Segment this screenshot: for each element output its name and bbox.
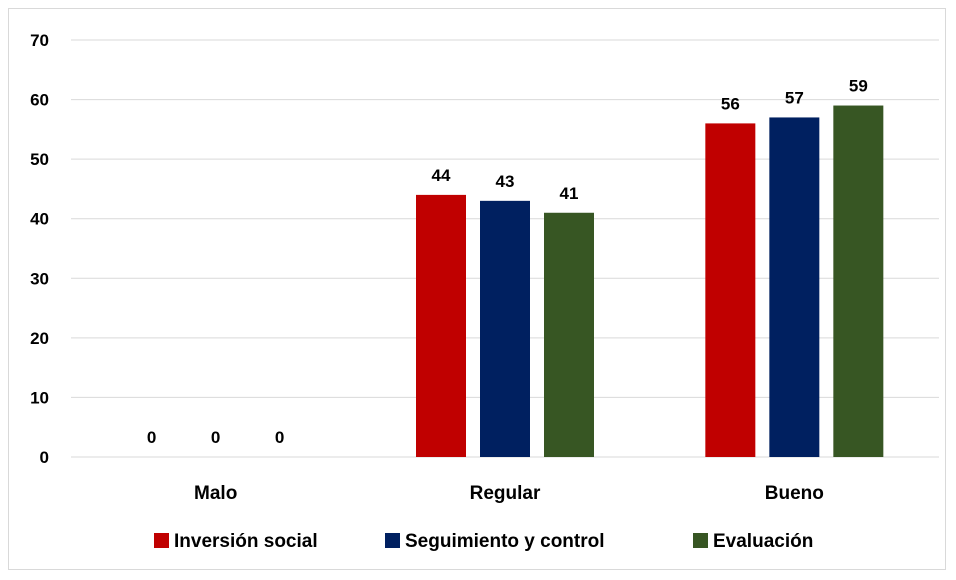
y-axis-ticks: 0 10 20 30 40 50 60 70 <box>30 31 49 467</box>
bar <box>705 123 756 458</box>
data-label: 43 <box>496 172 515 191</box>
y-tick-label: 20 <box>30 329 49 348</box>
bar <box>480 200 530 458</box>
legend-item: Inversión social <box>154 531 318 552</box>
bar <box>833 105 884 458</box>
data-label: 59 <box>849 77 868 96</box>
legend-label: Inversión social <box>174 531 318 552</box>
data-label: 0 <box>275 428 284 447</box>
data-label: 56 <box>721 94 740 113</box>
data-label: 44 <box>432 166 451 185</box>
y-tick-label: 10 <box>30 388 49 407</box>
y-tick-label: 50 <box>30 150 49 169</box>
legend-swatch <box>693 533 708 548</box>
data-labels: 0 0 0 44 43 41 56 57 59 <box>147 77 868 447</box>
bar <box>416 194 466 457</box>
legend-item: Seguimiento y control <box>385 531 605 552</box>
x-category-label: Regular <box>470 483 541 504</box>
y-tick-label: 0 <box>40 448 49 467</box>
data-label: 41 <box>560 184 579 203</box>
x-category-label: Bueno <box>765 483 824 504</box>
data-label: 0 <box>211 428 220 447</box>
bar-chart: 0 10 20 30 40 50 60 70 0 0 0 44 43 41 56 57 59 Malo Regu… <box>30 31 939 552</box>
x-category-label: Malo <box>194 483 237 504</box>
legend-label: Seguimiento y control <box>405 531 605 552</box>
x-axis-categories: Malo Regular Bueno <box>194 483 824 504</box>
bar <box>544 212 594 457</box>
bar <box>769 117 820 457</box>
bars <box>416 105 884 458</box>
legend-swatch <box>385 533 400 548</box>
legend-item: Evaluación <box>693 531 813 552</box>
data-label: 57 <box>785 88 804 107</box>
y-tick-label: 60 <box>30 91 49 110</box>
y-tick-label: 40 <box>30 210 49 229</box>
legend: Inversión social Seguimiento y control Eva… <box>154 531 813 552</box>
y-tick-label: 30 <box>30 269 49 288</box>
legend-label: Evaluación <box>713 531 813 552</box>
y-tick-label: 70 <box>30 31 49 50</box>
legend-swatch <box>154 533 169 548</box>
chart-frame: 0 10 20 30 40 50 60 70 0 0 0 44 43 41 56 57 59 Malo Regu… <box>8 8 946 570</box>
data-label: 0 <box>147 428 156 447</box>
